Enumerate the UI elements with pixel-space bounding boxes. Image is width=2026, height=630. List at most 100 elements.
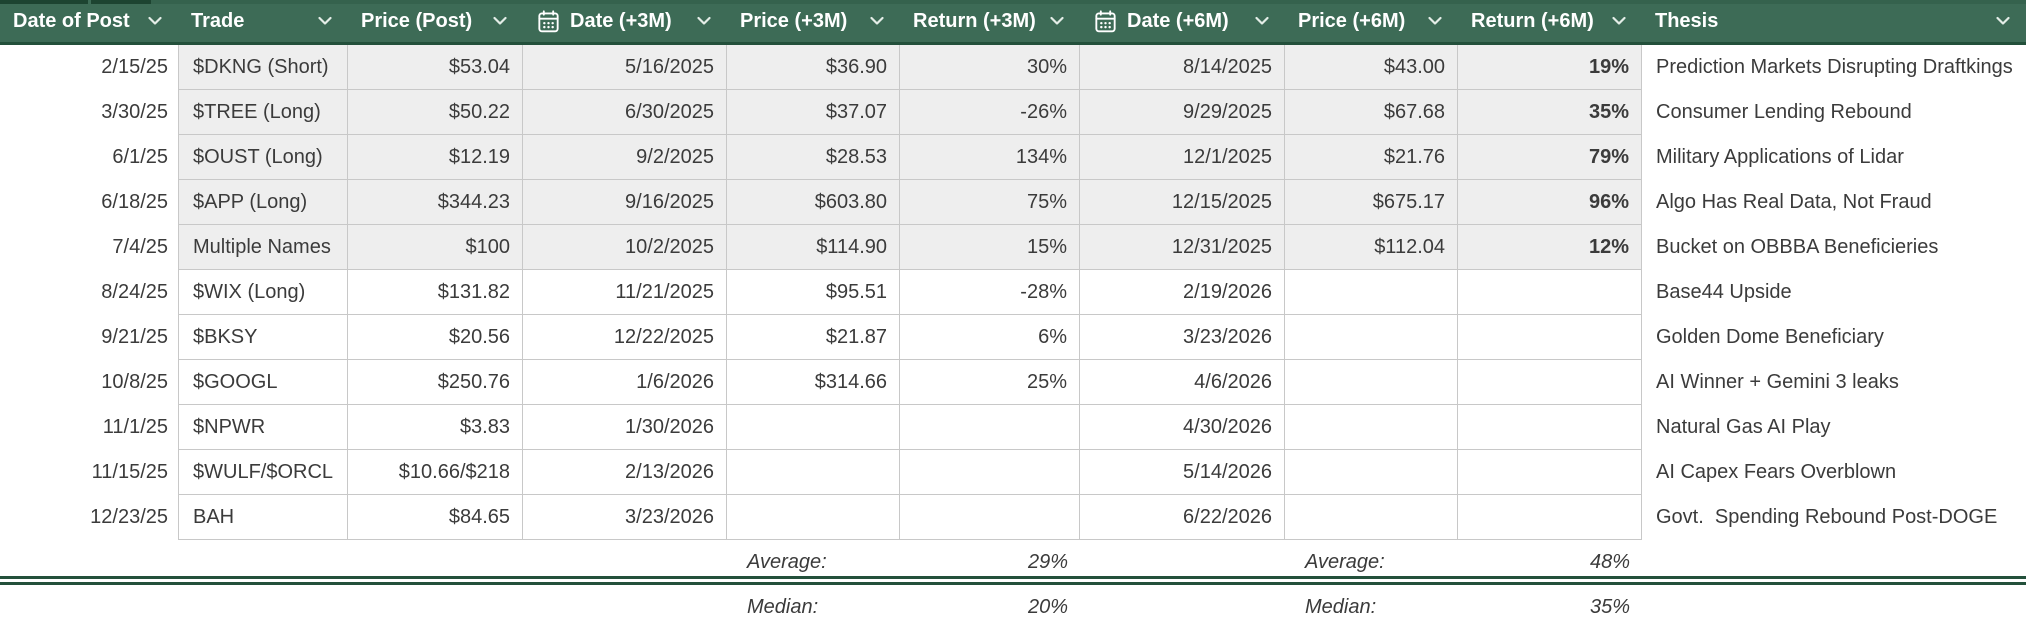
cell-price-3m[interactable]: $37.07 (727, 90, 900, 135)
cell-trade[interactable]: $BKSY (178, 315, 348, 360)
cell-date-of-post[interactable]: 11/1/25 (102, 416, 168, 438)
chevron-down-icon[interactable] (148, 16, 162, 26)
cell-price-post[interactable]: $10.66/$218 (348, 450, 523, 495)
cell-price-6m[interactable]: $67.68 (1285, 90, 1458, 135)
column-header-date-of-post[interactable]: Date of Post (0, 0, 178, 42)
cell-return-3m[interactable]: 15% (900, 225, 1080, 270)
cell-date-6m[interactable]: 6/22/2026 (1080, 495, 1285, 540)
average-label-6m[interactable]: Average: (1305, 551, 1385, 573)
cell-return-6m[interactable] (1458, 270, 1642, 315)
cell-price-3m[interactable]: $603.80 (727, 180, 900, 225)
cell-trade[interactable]: $OUST (Long) (178, 135, 348, 180)
cell-return-3m[interactable] (900, 495, 1080, 540)
cell-price-6m[interactable]: $675.17 (1285, 180, 1458, 225)
cell-date-of-post[interactable]: 3/30/25 (101, 101, 168, 123)
cell-price-post[interactable]: $344.23 (348, 180, 523, 225)
cell-trade[interactable]: $WULF/$ORCL (178, 450, 348, 495)
cell-date-3m[interactable]: 12/22/2025 (523, 315, 727, 360)
chevron-down-icon[interactable] (1612, 16, 1626, 26)
cell-price-post[interactable]: $20.56 (348, 315, 523, 360)
cell-price-6m[interactable] (1285, 270, 1458, 315)
cell-price-post[interactable]: $50.22 (348, 90, 523, 135)
cell-price-post[interactable]: $131.82 (348, 270, 523, 315)
cell-trade[interactable]: $TREE (Long) (178, 90, 348, 135)
cell-price-6m[interactable] (1285, 360, 1458, 405)
cell-return-3m[interactable]: 25% (900, 360, 1080, 405)
cell-date-6m[interactable]: 12/1/2025 (1080, 135, 1285, 180)
cell-trade[interactable]: Multiple Names (178, 225, 348, 270)
cell-thesis[interactable]: Prediction Markets Disrupting Draftkings (1656, 56, 2013, 78)
cell-return-3m[interactable]: -26% (900, 90, 1080, 135)
chevron-down-icon[interactable] (870, 16, 884, 26)
cell-date-6m[interactable]: 8/14/2025 (1080, 45, 1285, 90)
cell-date-6m[interactable]: 5/14/2026 (1080, 450, 1285, 495)
cell-trade[interactable]: BAH (178, 495, 348, 540)
average-value-3m[interactable]: 29% (1027, 551, 1068, 573)
average-value-6m[interactable]: 48% (1589, 551, 1630, 573)
cell-date-of-post[interactable]: 10/8/25 (101, 371, 168, 393)
cell-thesis[interactable]: Consumer Lending Rebound (1656, 101, 1912, 123)
cell-date-3m[interactable]: 5/16/2025 (523, 45, 727, 90)
cell-date-3m[interactable]: 2/13/2026 (523, 450, 727, 495)
cell-date-of-post[interactable]: 9/21/25 (101, 326, 168, 348)
cell-thesis[interactable]: Military Applications of Lidar (1656, 146, 1904, 168)
column-header-return-3m[interactable]: Return (+3M) (900, 0, 1080, 42)
cell-return-6m[interactable]: 79% (1458, 135, 1642, 180)
cell-date-3m[interactable]: 1/6/2026 (523, 360, 727, 405)
cell-thesis[interactable]: Base44 Upside (1656, 281, 1792, 303)
cell-date-3m[interactable]: 9/2/2025 (523, 135, 727, 180)
cell-price-post[interactable]: $12.19 (348, 135, 523, 180)
cell-return-6m[interactable] (1458, 495, 1642, 540)
cell-trade[interactable]: $APP (Long) (178, 180, 348, 225)
cell-price-6m[interactable] (1285, 405, 1458, 450)
cell-price-post[interactable]: $84.65 (348, 495, 523, 540)
cell-date-6m[interactable]: 4/30/2026 (1080, 405, 1285, 450)
chevron-down-icon[interactable] (1428, 16, 1442, 26)
cell-price-6m[interactable] (1285, 495, 1458, 540)
cell-return-3m[interactable]: -28% (900, 270, 1080, 315)
cell-date-6m[interactable]: 12/15/2025 (1080, 180, 1285, 225)
column-header-trade[interactable]: Trade (178, 0, 348, 42)
cell-return-3m[interactable]: 134% (900, 135, 1080, 180)
median-label-3m[interactable]: Median: (747, 596, 819, 618)
cell-return-3m[interactable]: 75% (900, 180, 1080, 225)
cell-return-6m[interactable] (1458, 450, 1642, 495)
cell-date-3m[interactable]: 6/30/2025 (523, 90, 727, 135)
cell-thesis[interactable]: Govt. Spending Rebound Post-DOGE (1656, 506, 1998, 528)
cell-return-6m[interactable]: 12% (1458, 225, 1642, 270)
cell-return-6m[interactable]: 96% (1458, 180, 1642, 225)
cell-date-3m[interactable]: 9/16/2025 (523, 180, 727, 225)
average-label-3m[interactable]: Average: (747, 551, 827, 573)
cell-date-of-post[interactable]: 8/24/25 (101, 281, 168, 303)
cell-trade[interactable]: $NPWR (178, 405, 348, 450)
cell-thesis[interactable]: AI Capex Fears Overblown (1656, 461, 1897, 483)
cell-return-3m[interactable] (900, 405, 1080, 450)
cell-return-3m[interactable]: 6% (900, 315, 1080, 360)
cell-date-of-post[interactable]: 12/23/25 (90, 506, 168, 528)
cell-price-3m[interactable] (727, 495, 900, 540)
cell-price-3m[interactable]: $28.53 (727, 135, 900, 180)
cell-date-3m[interactable]: 3/23/2026 (523, 495, 727, 540)
cell-price-3m[interactable]: $114.90 (727, 225, 900, 270)
cell-price-6m[interactable]: $112.04 (1285, 225, 1458, 270)
cell-price-post[interactable]: $53.04 (348, 45, 523, 90)
cell-trade[interactable]: $GOOGL (178, 360, 348, 405)
cell-price-6m[interactable] (1285, 315, 1458, 360)
cell-date-6m[interactable]: 9/29/2025 (1080, 90, 1285, 135)
cell-date-of-post[interactable]: 6/18/25 (101, 191, 168, 213)
cell-date-3m[interactable]: 11/21/2025 (523, 270, 727, 315)
cell-return-6m[interactable] (1458, 360, 1642, 405)
cell-price-3m[interactable]: $21.87 (727, 315, 900, 360)
cell-thesis[interactable]: Golden Dome Beneficiary (1656, 326, 1884, 348)
median-label-6m[interactable]: Median: (1305, 596, 1377, 618)
cell-thesis[interactable]: Algo Has Real Data, Not Fraud (1656, 191, 1932, 213)
cell-price-3m[interactable]: $314.66 (727, 360, 900, 405)
cell-return-6m[interactable]: 19% (1458, 45, 1642, 90)
cell-return-3m[interactable] (900, 450, 1080, 495)
chevron-down-icon[interactable] (318, 16, 332, 26)
column-header-price-6m[interactable]: Price (+6M) (1285, 0, 1458, 42)
cell-thesis[interactable]: Bucket on OBBBA Beneficieries (1656, 236, 1939, 258)
median-value-3m[interactable]: 20% (1027, 596, 1068, 618)
column-header-price-post[interactable]: Price (Post) (348, 0, 523, 42)
cell-date-of-post[interactable]: 11/15/25 (91, 461, 168, 483)
